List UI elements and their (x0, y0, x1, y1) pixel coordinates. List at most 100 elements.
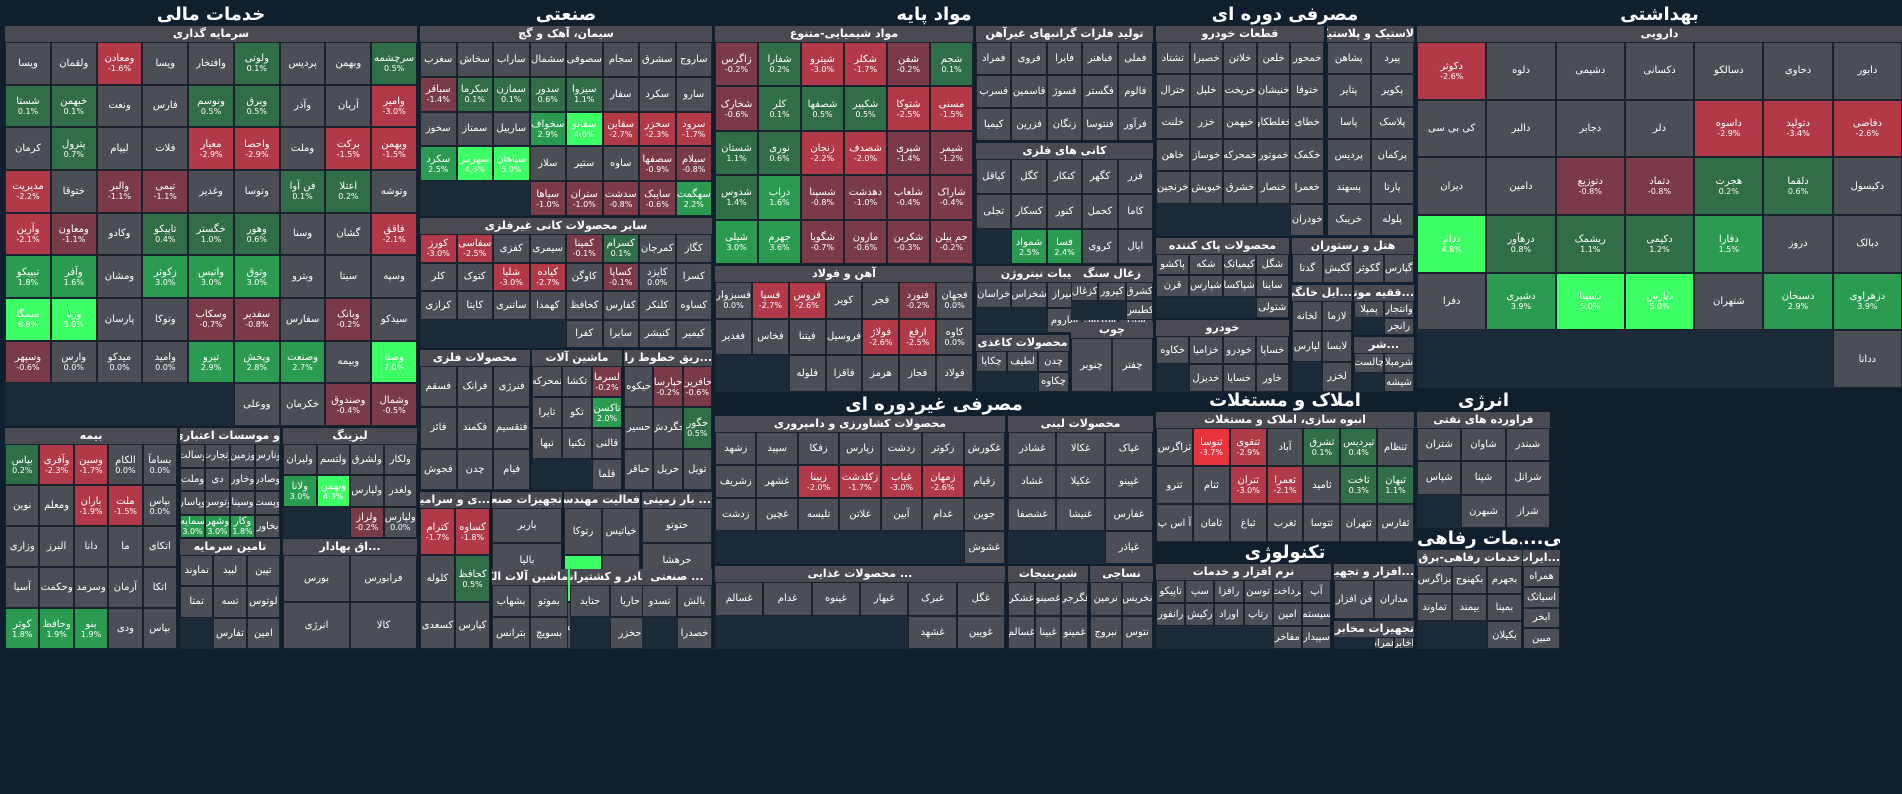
stock-tile[interactable]: دپارس 5.0% (1624, 272, 1695, 331)
stock-tile[interactable]: سشمال (529, 42, 566, 77)
stock-tile[interactable]: ثزاگرس (1156, 428, 1193, 466)
stock-tile[interactable]: پاسا (1327, 106, 1371, 139)
stock-tile[interactable]: وآرین -2.1% (5, 212, 51, 256)
stock-tile[interactable]: غصینو (1034, 582, 1062, 616)
stock-tile[interactable]: زشریف (715, 465, 757, 498)
stock-tile[interactable]: فسوژ (1046, 75, 1083, 108)
stock-tile[interactable]: قالنی (592, 428, 622, 459)
stock-tile[interactable]: فکمند (456, 407, 494, 449)
stock-tile[interactable]: شدوس 1.4% (715, 175, 758, 220)
stock-tile[interactable]: تاپیکو 0.4% (142, 212, 189, 256)
stock-tile[interactable]: پارسان (96, 297, 143, 341)
stock-tile[interactable]: لابسا (1322, 331, 1352, 362)
stock-tile[interactable]: وپست (255, 491, 280, 515)
stock-tile[interactable]: دلوه (1486, 42, 1556, 100)
stock-tile[interactable]: دجابر (1555, 99, 1625, 158)
stock-tile[interactable]: حگور 0.5% (682, 407, 712, 449)
stock-tile[interactable]: شمواد 2.5% (1011, 229, 1047, 264)
stock-tile[interactable]: فجاز (899, 355, 937, 392)
stock-tile[interactable]: سخوز (420, 111, 457, 147)
stock-tile[interactable]: زنگان (1046, 108, 1083, 141)
stock-tile[interactable]: ونوسم 0.5% (188, 84, 234, 128)
stock-tile[interactable]: کسعدی (420, 602, 455, 649)
stock-tile[interactable]: بمپنا (1487, 593, 1522, 622)
stock-tile[interactable]: فاقق -2.1% (371, 212, 417, 256)
stock-tile[interactable]: سهرمز 4.5% (456, 146, 493, 182)
stock-tile[interactable]: ستران -1.0% (566, 181, 603, 216)
stock-tile[interactable]: سپیدار (1301, 626, 1331, 649)
stock-tile[interactable]: غشکر (1008, 582, 1035, 616)
stock-tile[interactable]: بپاس 0.0% (142, 485, 177, 526)
stock-tile[interactable]: سشرق (639, 42, 676, 77)
stock-tile[interactable]: وکار 1.8% (230, 514, 255, 538)
stock-tile[interactable]: غپاذر (1104, 531, 1153, 564)
stock-tile[interactable]: خکاوه (1156, 336, 1190, 364)
stock-tile[interactable]: تکنیا (562, 428, 592, 459)
stock-tile[interactable]: غینوه (811, 582, 861, 616)
stock-tile[interactable]: باربر (492, 508, 562, 544)
stock-tile[interactable]: دیران (1417, 157, 1487, 215)
stock-tile[interactable]: خاهن (1156, 138, 1190, 172)
stock-tile[interactable]: دتماد -0.8% (1624, 157, 1695, 215)
stock-tile[interactable]: سیاها -1.0% (529, 181, 566, 216)
stock-tile[interactable]: امین (246, 617, 280, 649)
stock-tile[interactable]: امین (1272, 603, 1302, 626)
stock-tile[interactable]: ساروج (675, 42, 712, 77)
stock-tile[interactable]: اخابر (1394, 637, 1414, 649)
stock-tile[interactable]: خکرمان (279, 383, 326, 426)
stock-tile[interactable]: وحکمت (39, 567, 74, 608)
stock-tile[interactable]: وصادر (255, 467, 280, 491)
stock-tile[interactable]: نوری 0.6% (758, 130, 801, 176)
stock-tile[interactable]: کسرا (675, 262, 712, 291)
stock-tile[interactable]: زکوثر (922, 432, 964, 465)
stock-tile[interactable]: سیزوا 1.1% (566, 76, 603, 112)
stock-tile[interactable]: خوساز (1189, 138, 1224, 172)
stock-tile[interactable]: کایتا (456, 291, 493, 320)
stock-tile[interactable]: شاوان (1461, 428, 1506, 462)
stock-tile[interactable]: خشرق (1223, 171, 1257, 204)
stock-tile[interactable]: ثفارس (1377, 504, 1414, 542)
stock-tile[interactable]: بکیلان (1487, 621, 1522, 649)
stock-tile[interactable]: سصوفی (566, 42, 603, 77)
stock-tile[interactable]: شبندر (1505, 428, 1550, 462)
stock-tile[interactable]: بزاگرس (1417, 566, 1452, 594)
stock-tile[interactable]: ثتوسا (1303, 504, 1341, 542)
stock-tile[interactable]: دفارا 1.5% (1694, 214, 1764, 273)
stock-tile[interactable]: خصبرا (1189, 42, 1224, 75)
stock-tile[interactable]: فیتنا (788, 318, 826, 356)
stock-tile[interactable]: وتوشه (371, 169, 417, 213)
stock-tile[interactable]: غشهد (908, 615, 957, 649)
stock-tile[interactable]: کیمیر (675, 319, 712, 348)
stock-tile[interactable]: سقاین -2.7% (602, 111, 639, 147)
stock-tile[interactable]: نرمین (1090, 582, 1122, 616)
stock-tile[interactable]: غکورش (963, 432, 1005, 465)
stock-tile[interactable]: شرمبلا (1384, 353, 1414, 373)
stock-tile[interactable]: شلیا -3.0% (493, 262, 530, 291)
stock-tile[interactable]: بخاور (255, 514, 280, 538)
stock-tile[interactable]: ثتام (1192, 466, 1230, 504)
stock-tile[interactable]: کالا (350, 602, 417, 649)
stock-tile[interactable]: رافزا (1214, 580, 1244, 603)
stock-tile[interactable]: فولاژ -2.6% (862, 318, 900, 356)
stock-tile[interactable]: تسدو (642, 585, 677, 617)
stock-tile[interactable]: سپ (1185, 580, 1215, 603)
stock-tile[interactable]: غفارس (1104, 498, 1153, 531)
stock-tile[interactable]: تکشا (562, 366, 592, 397)
stock-tile[interactable]: فروی (1011, 42, 1047, 75)
stock-tile[interactable]: فجهان 0.0% (936, 282, 973, 319)
stock-tile[interactable]: شپاس (1417, 461, 1462, 495)
stock-tile[interactable]: شگویا -0.7% (801, 219, 844, 264)
stock-tile[interactable]: وامیر -3.0% (371, 84, 417, 128)
stock-tile[interactable]: فرآور (1117, 108, 1153, 141)
stock-tile[interactable]: وآذر (279, 84, 326, 128)
stock-tile[interactable]: کاوه 0.0% (936, 318, 973, 356)
stock-tile[interactable]: فرابورس (350, 555, 417, 602)
stock-tile[interactable]: وبهمن (325, 42, 372, 85)
stock-tile[interactable]: دالبر (1486, 99, 1556, 158)
stock-tile[interactable]: هجرت 0.2% (1694, 157, 1764, 215)
stock-tile[interactable]: جهرم 3.6% (758, 219, 801, 264)
stock-tile[interactable]: وبانک -0.2% (325, 297, 372, 341)
stock-tile[interactable]: کنور (1046, 194, 1083, 229)
stock-tile[interactable]: کیمیا (976, 108, 1012, 141)
stock-tile[interactable]: فگستر (1082, 75, 1118, 108)
